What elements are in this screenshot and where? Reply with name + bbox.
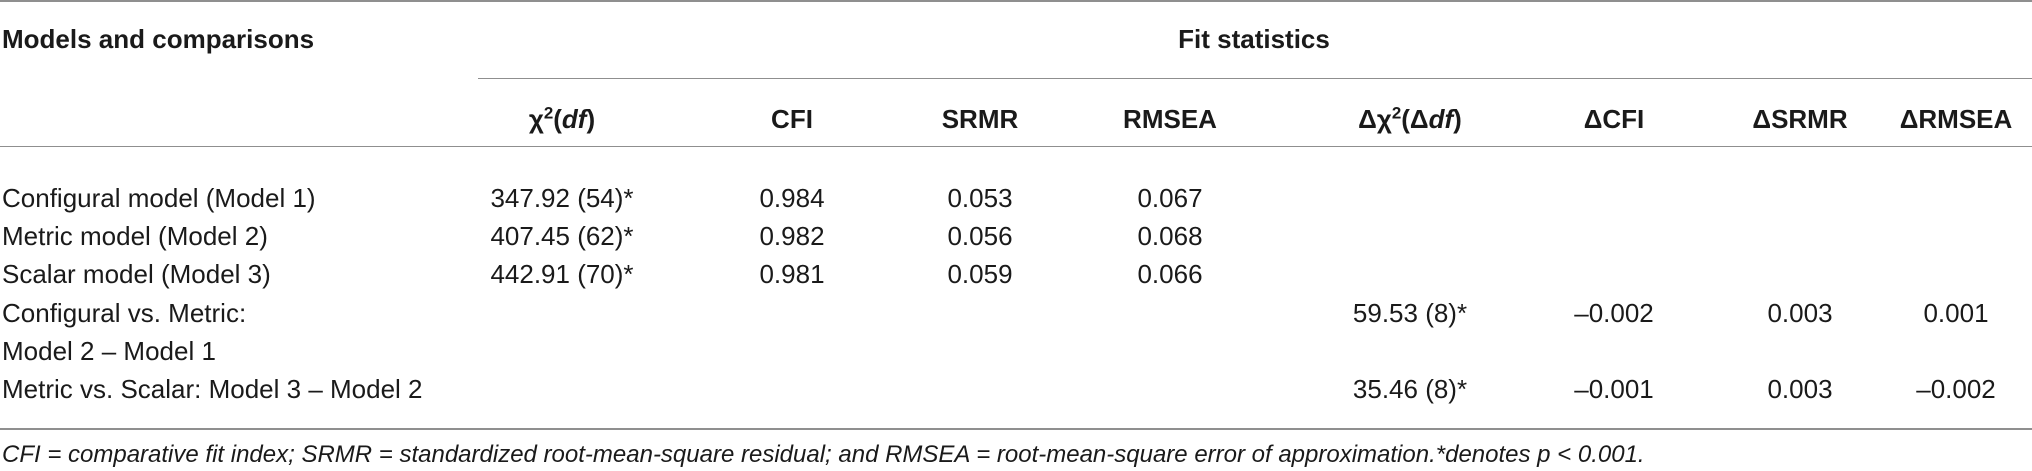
table-cell-cfi: 0.981 — [759, 259, 825, 289]
group-header-rule — [478, 78, 2032, 79]
column-header-srmr: SRMR — [941, 104, 1019, 134]
table-cell-chi2: 407.45 (62)* — [490, 221, 634, 251]
column-header-dsrmr: ΔSRMR — [1752, 104, 1848, 134]
table-cell-cfi: 0.984 — [759, 183, 825, 213]
column-header-rmsea: RMSEA — [1123, 104, 1217, 134]
row-label: Metric model (Model 2) — [2, 221, 268, 251]
column-header-dcfi: ΔCFI — [1583, 104, 1645, 134]
table-cell-cfi: 0.982 — [759, 221, 825, 251]
table-cell-dchi2: 59.53 (8)* — [1352, 298, 1468, 328]
table-cell-dsrmr: 0.003 — [1767, 298, 1833, 328]
header-bottom-rule — [0, 146, 2032, 147]
row-label: Configural model (Model 1) — [2, 183, 316, 213]
table-cell-srmr: 0.056 — [947, 221, 1013, 251]
column-header-cfi: CFI — [771, 104, 813, 134]
table-top-rule — [0, 0, 2032, 2]
group-header-fit-statistics: Fit statistics — [1178, 24, 1330, 54]
table-cell-rmsea: 0.067 — [1137, 183, 1203, 213]
column-header-chi2: χ2(df) — [528, 103, 596, 134]
table-cell-dcfi: –0.001 — [1574, 374, 1654, 404]
table-bottom-rule — [0, 428, 2032, 430]
table-cell-srmr: 0.059 — [947, 259, 1013, 289]
table-cell-drmsea: 0.001 — [1923, 298, 1989, 328]
row-label: Configural vs. Metric: — [2, 298, 247, 328]
table-cell-chi2: 442.91 (70)* — [490, 259, 634, 289]
row-header-label: Models and comparisons — [2, 24, 315, 54]
table-cell-chi2: 347.92 (54)* — [490, 183, 634, 213]
table-cell-srmr: 0.053 — [947, 183, 1013, 213]
table-cell-rmsea: 0.068 — [1137, 221, 1203, 251]
table-cell-drmsea: –0.002 — [1916, 374, 1996, 404]
table-cell-dsrmr: 0.003 — [1767, 374, 1833, 404]
row-label: Model 2 – Model 1 — [2, 336, 216, 366]
row-label: Metric vs. Scalar: Model 3 – Model 2 — [2, 374, 423, 404]
column-header-dchi2: Δχ2(Δdf) — [1358, 103, 1462, 134]
row-label: Scalar model (Model 3) — [2, 259, 271, 289]
column-header-drmsea: ΔRMSEA — [1899, 104, 2013, 134]
table-cell-dcfi: –0.002 — [1574, 298, 1654, 328]
table-footnote: CFI = comparative fit index; SRMR = stan… — [2, 441, 1645, 468]
table-cell-dchi2: 35.46 (8)* — [1352, 374, 1468, 404]
table-cell-rmsea: 0.066 — [1137, 259, 1203, 289]
